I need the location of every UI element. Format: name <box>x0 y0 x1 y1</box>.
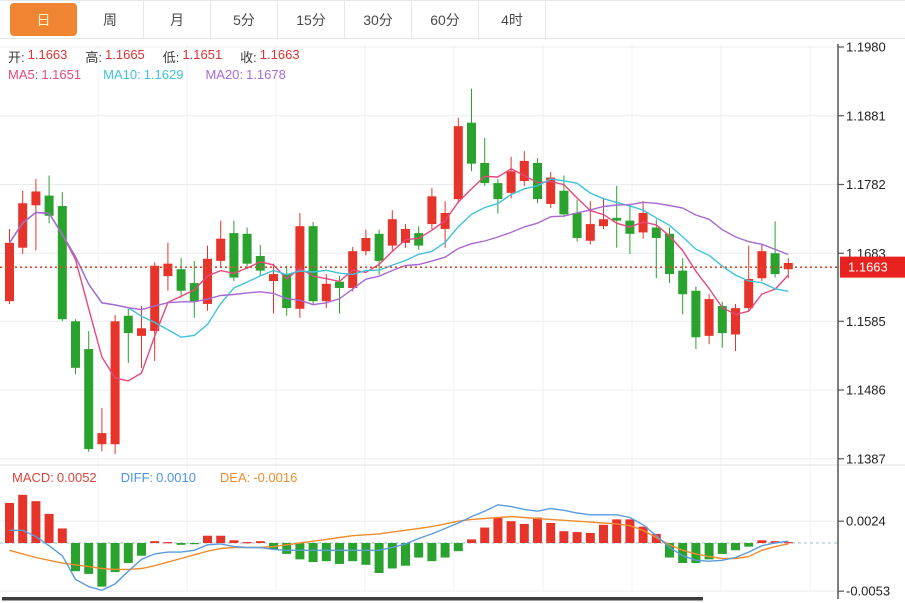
high-value: 1.1665 <box>105 47 145 62</box>
ma10-value: 1.1629 <box>143 67 184 82</box>
close-value: 1.1663 <box>259 47 300 62</box>
price-axis-label: 1.1387 <box>846 451 886 466</box>
low-value: 1.1651 <box>182 47 223 62</box>
tab-30min[interactable]: 30分 <box>345 1 412 38</box>
close-label: 收: <box>240 50 257 65</box>
grid-layer <box>0 45 905 592</box>
high-label: 高: <box>85 50 103 65</box>
candles-layer <box>5 88 793 454</box>
ohlc-header: 开: 1.1663 高: 1.1665 低: 1.1651 收: 1.1663 <box>8 47 300 66</box>
price-axis-label: 1.1980 <box>846 40 886 55</box>
chart-plot[interactable]: 1.19801.18811.17821.16831.15851.14861.13… <box>0 39 905 603</box>
tab-15min[interactable]: 15分 <box>278 1 345 38</box>
time-scrollbar[interactable] <box>2 597 703 601</box>
ma20-value: 1.1678 <box>246 67 286 82</box>
ma5-label: MA5: <box>8 67 39 82</box>
low-label: 低: <box>162 50 180 65</box>
current-price-badge-text: 1.1663 <box>848 260 888 275</box>
dea-label: DEA: <box>219 470 251 485</box>
period-tabbar: 日周月 5分 15分 30分 60分 4时 <box>0 1 905 39</box>
ma5-line <box>8 167 789 382</box>
macd-axis-label: -0.0053 <box>846 584 890 599</box>
tab-week[interactable]: 周 <box>77 1 144 38</box>
ma10-label: MA10: <box>103 67 141 82</box>
macd-value: 0.0052 <box>56 470 97 485</box>
macd-header: MACD: 0.0052 DIFF: 0.0010 DEA: -0.0016 <box>12 470 297 485</box>
macd-label: MACD: <box>12 470 54 485</box>
open-label: 开: <box>8 50 25 65</box>
current-price-badge <box>840 256 905 278</box>
dea-line <box>9 515 789 571</box>
diff-label: DIFF: <box>120 470 154 485</box>
tab-5min[interactable]: 5分 <box>211 1 278 38</box>
ma20-label: MA20: <box>205 67 244 82</box>
axis-labels-layer: 1.19801.18811.17821.16831.15851.14861.13… <box>838 40 890 599</box>
diff-value: 0.0010 <box>156 470 196 485</box>
dea-value: -0.0016 <box>253 470 298 485</box>
price-axis-label: 1.1782 <box>846 177 886 192</box>
price-axis-label: 1.1881 <box>846 108 886 123</box>
ma-header: MA5: 1.1651 MA10: 1.1629 MA20: 1.1678 <box>8 67 286 82</box>
tab-60min[interactable]: 60分 <box>412 1 479 38</box>
macd-layer <box>5 494 793 587</box>
ma10-line <box>8 178 789 338</box>
tab-day[interactable]: 日 <box>10 3 77 36</box>
price-axis-label: 1.1486 <box>846 383 886 398</box>
tab-4hour[interactable]: 4时 <box>479 1 546 38</box>
diff-line <box>9 504 789 592</box>
open-value: 1.1663 <box>27 47 68 62</box>
tab-month[interactable]: 月 <box>144 1 211 38</box>
price-axis-label: 1.1585 <box>846 314 886 329</box>
macd-axis-label: 0.0024 <box>846 514 886 529</box>
ma5-value: 1.1651 <box>41 67 82 82</box>
ma20-line <box>8 201 789 311</box>
